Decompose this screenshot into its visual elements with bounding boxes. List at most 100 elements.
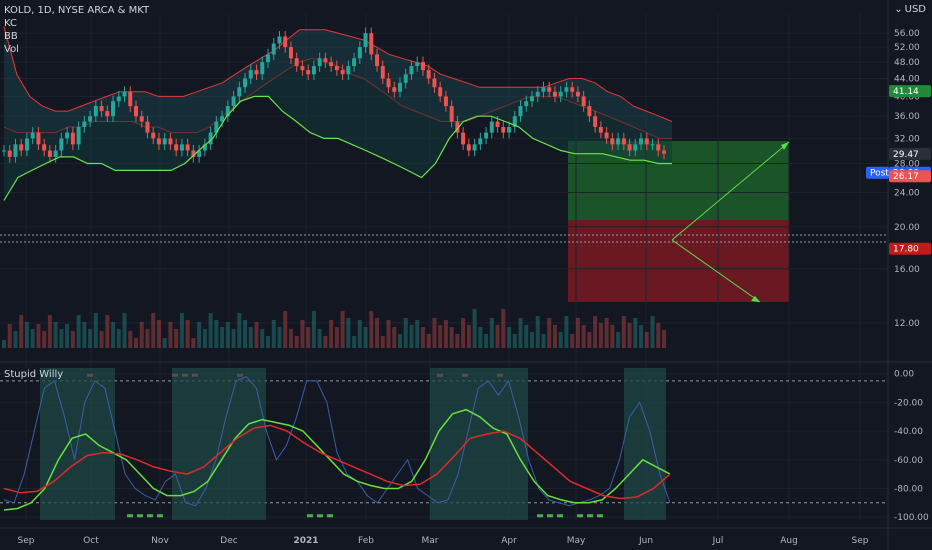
time-tick-label: 2021 [293,536,318,546]
symbol-title[interactable]: KOLD, 1D, NYSE ARCA & MKT [4,5,150,16]
price-tick-label: 24.00 [894,189,920,199]
candle-body [495,121,500,127]
volume-bar [346,318,351,348]
candle-body [47,150,52,157]
candle-body [621,138,626,145]
candle-body [271,43,276,55]
candle-body [352,58,357,67]
volume-bar [662,330,666,348]
candle-body [300,66,305,71]
volume-bar [156,320,161,348]
volume-bar [248,327,253,348]
price-tick-label: 44.00 [894,75,920,85]
volume-bar [639,325,644,348]
volume-bar [42,331,47,348]
candle-body [197,150,202,157]
osc-tick-label: -100.00 [894,513,929,523]
osc-signal-dot [307,514,313,518]
candle-body [650,144,655,146]
volume-bar [65,324,70,348]
volume-bar [575,318,580,348]
candle-body [82,121,87,127]
volume-bar [36,324,41,348]
indicator-kc-label[interactable]: KC [4,18,17,29]
volume-bar [478,327,483,348]
candle-body [415,62,420,67]
candle-body [656,144,661,151]
volume-bar [472,309,477,348]
candle-body [231,96,236,107]
volume-bar [415,320,420,348]
osc-highlight-zone [172,368,266,520]
osc-tick-label: -40.00 [894,427,923,437]
volume-bar [59,329,64,348]
osc-signal-dot [547,514,553,518]
volume-bar [47,315,52,348]
price-tag-text: 29.47 [893,150,919,160]
candle-body [334,66,339,71]
volume-bar [111,322,116,348]
time-tick-label: Jul [712,536,724,546]
osc-signal-dot [577,514,583,518]
candle-body [237,87,242,97]
candle-body [248,70,253,79]
candle-body [512,116,517,127]
candle-body [7,150,12,157]
osc-tick-label: -80.00 [894,484,923,494]
candle-body [323,58,328,63]
candle-body [363,33,368,48]
volume-bar [168,322,173,348]
long-position-zones[interactable] [568,141,789,302]
volume-bar [564,316,569,348]
volume-bar [197,322,202,348]
price-lines [0,234,888,243]
candlesticks [2,27,666,163]
price-axis[interactable]: 56.00 52.00 48.00 44.00 40.00 36.00 32.00 28.00… [894,29,920,329]
volume-bar [266,336,270,348]
oscillator-axis[interactable]: 0.00 -20.00 -40.00 -60.00 -80.00 -100.00 [894,370,929,523]
price-tick-label: 20.00 [894,223,920,233]
time-axis[interactable]: Sep Oct Nov Dec 2021 Feb Mar Apr May Jun Jul Aug Sep [18,536,869,546]
main-legend: KOLD, 1D, NYSE ARCA & MKT KC BB Vol [4,4,149,56]
volume-bar [621,316,626,348]
candle-body [518,106,523,117]
subpanel-title[interactable]: Stupid Willy [4,369,64,380]
volume-bar [552,325,557,348]
candle-body [380,66,385,79]
candle-body [598,126,603,133]
osc-signal-dot [157,514,163,518]
currency-label[interactable]: ⌄ USD [894,4,926,15]
candle-body [478,138,483,145]
price-tag: 29.47 [889,147,931,160]
candle-body [581,96,586,107]
stupid-willy-panel [0,368,888,520]
candle-body [128,91,133,107]
volume-bar [426,334,431,348]
volume-bar [375,318,380,348]
volume-bar [587,332,592,348]
volume-bar [88,329,93,348]
time-tick-label: Feb [358,536,374,546]
stop-arrow-head [751,296,760,302]
candle-body [76,126,81,145]
volume-bar [489,318,494,348]
volume-bar [220,327,225,348]
target-arrow-line [671,141,790,241]
volume-bar [271,320,276,348]
candle-body [266,54,270,63]
candle-body [134,106,138,117]
volume-bar [541,334,546,348]
volume-bar [518,318,523,348]
volume-bar [644,332,649,348]
volume-bar [334,327,339,348]
osc-signal-dot [597,514,603,518]
indicator-vol-label[interactable]: Vol [4,44,19,55]
osc-signal-dot [327,514,333,518]
volume-bar [352,336,357,348]
candle-body [191,150,196,157]
keltner-upper-line [3,26,673,122]
candle-body [88,116,93,122]
candle-body [93,106,98,117]
indicator-bb-label[interactable]: BB [4,31,18,42]
